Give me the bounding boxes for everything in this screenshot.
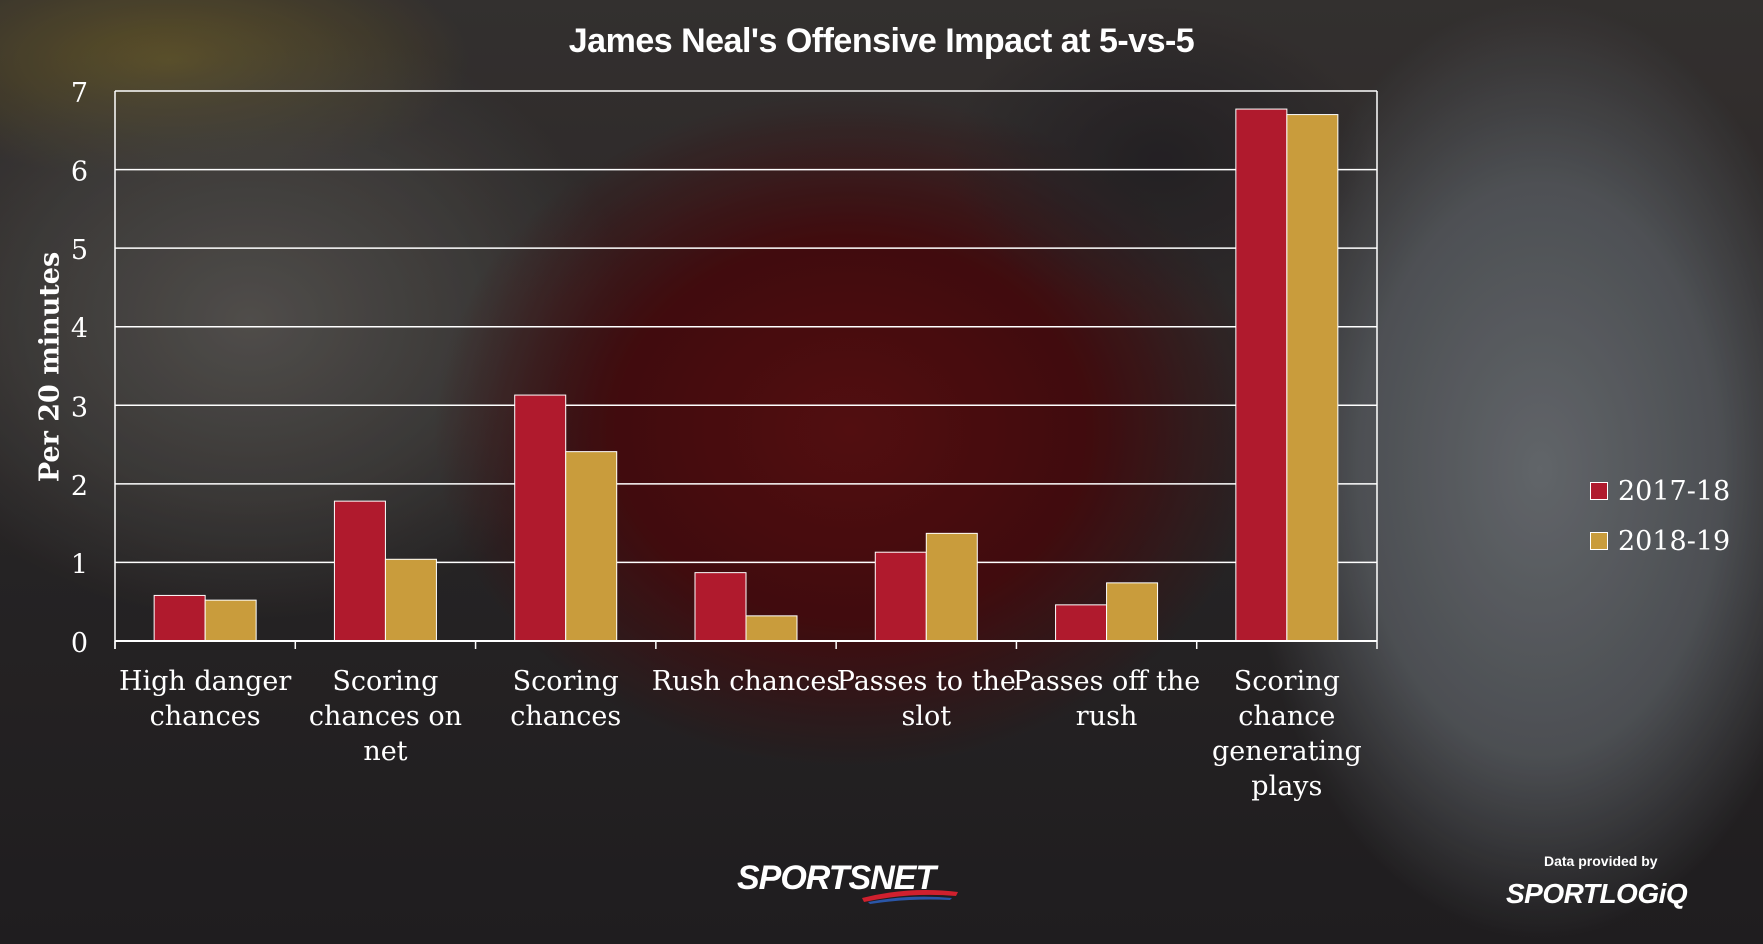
legend: 2017-18 2018-19 xyxy=(1590,466,1730,566)
legend-swatch-2018-19 xyxy=(1590,532,1608,550)
bar-2017-18 xyxy=(333,500,386,642)
bar-2018-19 xyxy=(745,615,798,642)
y-tick-label: 2 xyxy=(71,471,88,502)
bar-2018-19 xyxy=(565,451,618,642)
bar-2017-18 xyxy=(694,572,747,642)
legend-item-2017-18: 2017-18 xyxy=(1590,466,1730,516)
bar-2018-19 xyxy=(384,558,437,642)
x-tick-label: Scoring chances on net xyxy=(309,666,462,767)
bar-2018-19 xyxy=(1286,114,1339,642)
x-tick-label: Rush chances xyxy=(652,666,841,697)
y-axis-label: Per 20 minutes xyxy=(34,251,66,483)
legend-swatch-2017-18 xyxy=(1590,482,1608,500)
y-tick-label: 5 xyxy=(71,235,88,266)
legend-label: 2017-18 xyxy=(1618,475,1731,507)
y-tick-label: 7 xyxy=(71,78,88,109)
y-tick-label: 3 xyxy=(71,392,88,423)
sportsnet-swoosh-icon xyxy=(862,890,958,904)
chart-title: James Neal's Offensive Impact at 5-vs-5 xyxy=(568,22,1195,60)
x-tick-label: Scoring chance generating plays xyxy=(1212,666,1362,802)
sportsnet-logo: SPORTSNET xyxy=(737,859,936,897)
y-tick-label: 4 xyxy=(71,314,88,345)
bars xyxy=(153,108,1339,642)
x-tick-label: Passes to the slot xyxy=(837,666,1016,732)
x-axis-labels: High danger chances Scoring chances on net Sc… xyxy=(119,666,1362,802)
legend-label: 2018-19 xyxy=(1618,525,1731,557)
x-tick-label: Scoring chances xyxy=(510,666,621,732)
bar-2017-18 xyxy=(874,551,927,642)
y-tick-label: 1 xyxy=(71,549,88,580)
data-credit-note: Data provided by xyxy=(1544,853,1658,869)
legend-item-2018-19: 2018-19 xyxy=(1590,516,1730,566)
bar-2018-19 xyxy=(204,599,257,642)
x-axis xyxy=(114,640,1378,649)
x-tick-label: Passes off the rush xyxy=(1013,666,1200,732)
sportlogiq-logo: SPORTLOGiQ xyxy=(1506,878,1688,909)
bar-2018-19 xyxy=(1106,582,1159,642)
bar-2017-18 xyxy=(1235,108,1288,642)
y-tick-label: 0 xyxy=(71,628,88,659)
bar-2018-19 xyxy=(925,532,978,642)
gridlines xyxy=(114,90,1378,649)
bar-2017-18 xyxy=(1055,604,1108,642)
bar-2017-18 xyxy=(153,594,206,642)
bar-2017-18 xyxy=(514,394,567,642)
y-axis-ticks: 0 1 2 3 4 5 6 7 xyxy=(71,78,88,659)
x-tick-label: High danger chances xyxy=(119,666,291,732)
y-tick-label: 6 xyxy=(71,157,88,188)
